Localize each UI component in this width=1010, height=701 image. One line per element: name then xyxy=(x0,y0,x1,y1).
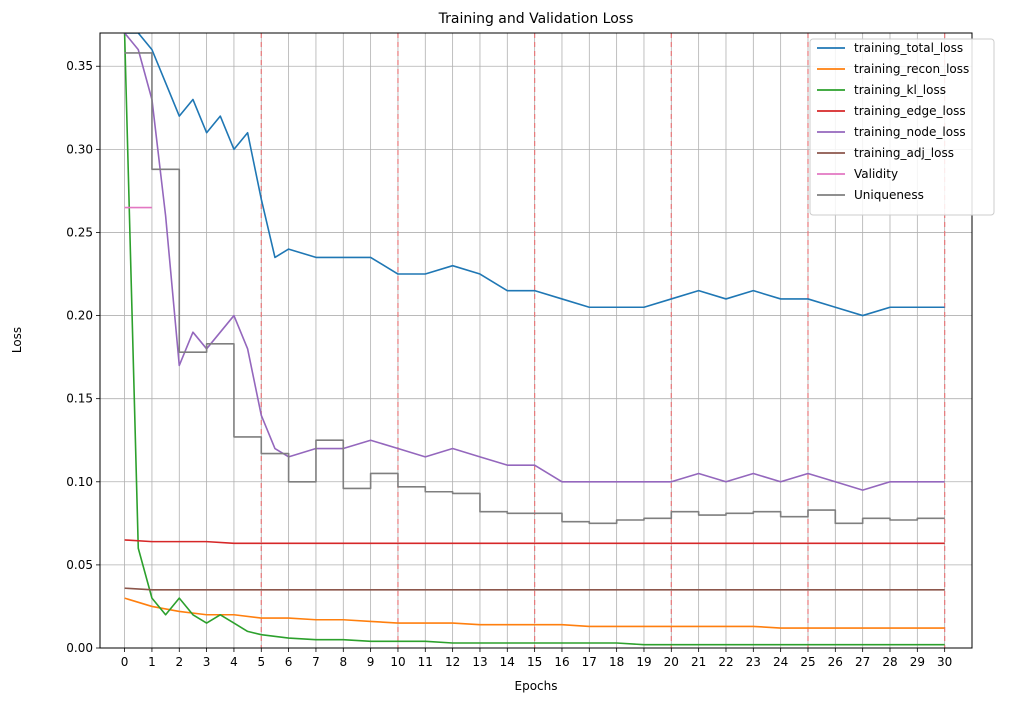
y-tick-label: 0.35 xyxy=(66,59,93,73)
x-tick-label: 1 xyxy=(148,655,156,669)
y-tick-label: 0.30 xyxy=(66,142,93,156)
x-tick-label: 7 xyxy=(312,655,320,669)
x-tick-label: 8 xyxy=(339,655,347,669)
x-tick-label: 5 xyxy=(257,655,265,669)
x-tick-label: 3 xyxy=(203,655,211,669)
series-line-training_kl_loss xyxy=(123,33,945,646)
plot-frame xyxy=(99,32,973,649)
x-tick-label: 12 xyxy=(445,655,460,669)
x-tick-label: 0 xyxy=(121,655,129,669)
x-tick-label: 29 xyxy=(910,655,925,669)
chart-title: Training and Validation Loss xyxy=(438,11,634,27)
x-axis: 0 1 2 3 4 5 6 7 8 9 10 11 12 13 14 15 16 17 18 19 20 21 22 23 24… xyxy=(121,648,952,669)
x-tick-label: 26 xyxy=(828,655,843,669)
legend-label: training_adj_loss xyxy=(854,146,954,160)
series-line-Uniqueness xyxy=(124,52,945,525)
y-tick-label: 0.00 xyxy=(66,641,93,655)
y-tick-label: 0.10 xyxy=(66,475,93,489)
x-tick-label: 27 xyxy=(855,655,870,669)
legend-label: training_edge_loss xyxy=(854,104,966,118)
y-tick-label: 0.15 xyxy=(66,392,93,406)
legend-label: training_recon_loss xyxy=(854,62,969,76)
x-tick-label: 10 xyxy=(390,655,405,669)
x-tick-label: 16 xyxy=(554,655,569,669)
legend: training_total_loss training_recon_losstr… xyxy=(809,38,995,216)
legend-label: Validity xyxy=(854,167,898,181)
x-tick-label: 24 xyxy=(773,655,788,669)
x-tick-label: 17 xyxy=(582,655,597,669)
legend-label: training_node_loss xyxy=(854,125,966,139)
x-tick-label: 18 xyxy=(609,655,624,669)
x-tick-label: 13 xyxy=(472,655,487,669)
series-line-training_edge_loss xyxy=(124,539,945,545)
x-tick-label: 21 xyxy=(691,655,706,669)
y-tick-label: 0.20 xyxy=(66,309,93,323)
x-tick-label: 19 xyxy=(636,655,651,669)
x-tick-label: 22 xyxy=(718,655,733,669)
x-tick-label: 4 xyxy=(230,655,238,669)
legend-label: training_total_loss xyxy=(854,41,963,55)
epoch-markers xyxy=(260,33,946,648)
series-line-training_total_loss xyxy=(124,33,945,317)
y-axis: 0.00 0.05 0.10 0.15 0.20 0.25 0.30 0.35 xyxy=(66,59,100,655)
y-tick-label: 0.05 xyxy=(66,558,93,572)
x-tick-label: 14 xyxy=(500,655,515,669)
y-axis-label: Loss xyxy=(10,327,24,353)
x-tick-label: 20 xyxy=(664,655,679,669)
x-tick-label: 25 xyxy=(800,655,815,669)
series-line-training_recon_loss xyxy=(124,597,945,629)
series-lines xyxy=(123,33,945,646)
x-tick-label: 11 xyxy=(418,655,433,669)
x-tick-label: 2 xyxy=(175,655,183,669)
x-tick-label: 28 xyxy=(882,655,897,669)
x-tick-label: 9 xyxy=(367,655,375,669)
legend-label: training_kl_loss xyxy=(854,83,946,97)
x-tick-label: 30 xyxy=(937,655,952,669)
legend-box xyxy=(809,38,995,216)
legend-label: Uniqueness xyxy=(854,188,924,202)
x-tick-label: 23 xyxy=(746,655,761,669)
series-line-training_adj_loss xyxy=(124,587,945,591)
x-tick-label: 6 xyxy=(285,655,293,669)
y-tick-label: 0.25 xyxy=(66,225,93,239)
x-tick-label: 15 xyxy=(527,655,542,669)
x-axis-label: Epochs xyxy=(515,679,558,693)
